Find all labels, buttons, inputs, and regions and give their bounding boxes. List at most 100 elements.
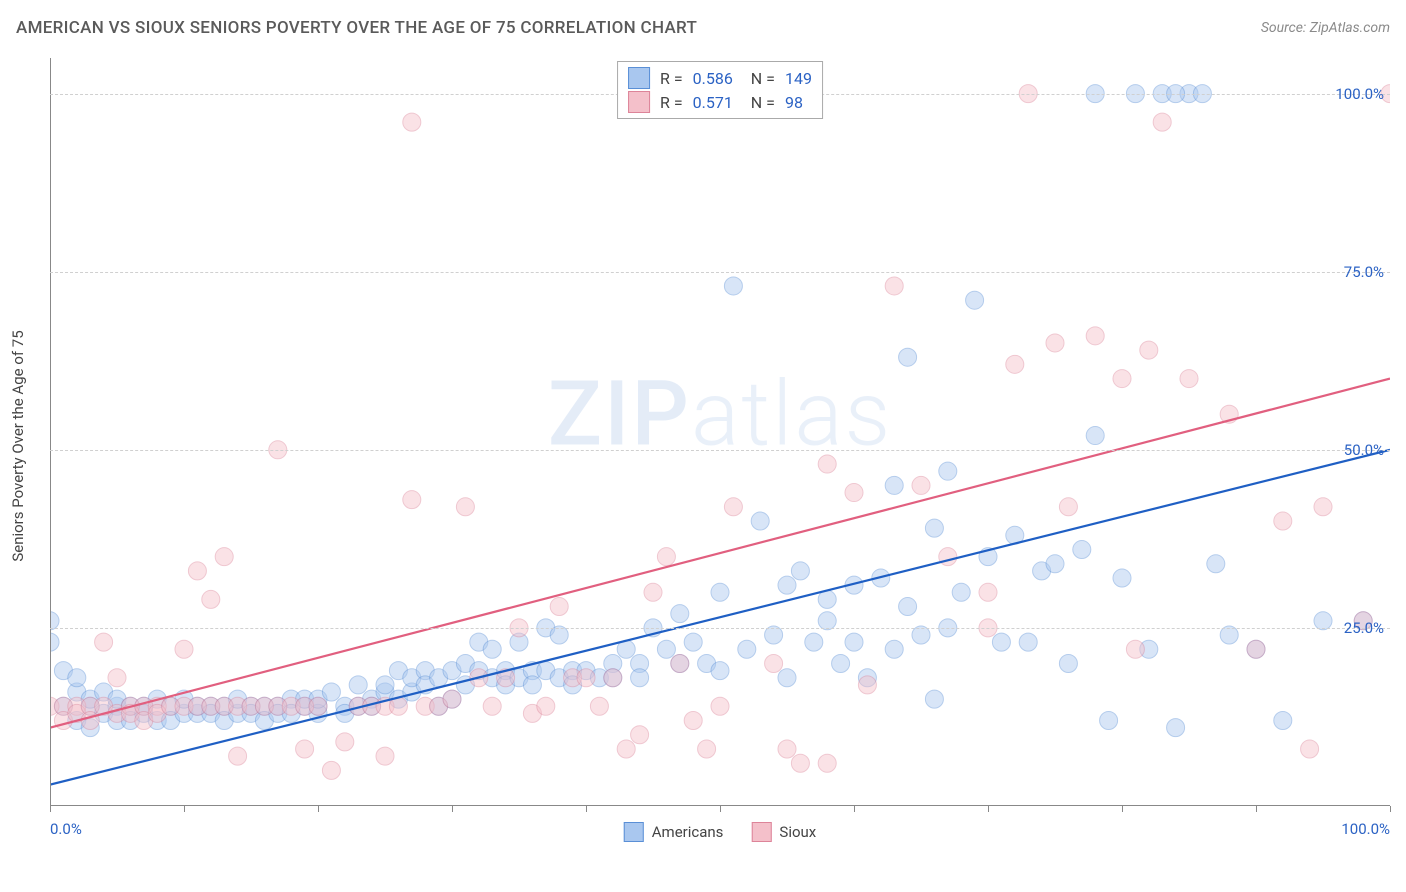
data-point: [215, 548, 233, 566]
data-point: [1126, 640, 1144, 658]
data-point: [1086, 327, 1104, 345]
data-point: [1006, 355, 1024, 373]
data-point: [1046, 555, 1064, 573]
data-point: [1314, 498, 1332, 516]
legend-swatch-sioux: [751, 822, 771, 842]
data-point: [322, 683, 340, 701]
correlation-stats-box: R = 0.586 N = 149 R = 0.571 N = 98: [617, 61, 823, 119]
data-point: [1140, 341, 1158, 359]
data-point: [966, 291, 984, 309]
data-point: [631, 726, 649, 744]
data-point: [483, 697, 501, 715]
data-point: [577, 669, 595, 687]
data-point: [791, 562, 809, 580]
data-point: [671, 605, 689, 623]
y-axis-label: Seniors Poverty Over the Age of 75: [9, 330, 27, 561]
legend: Americans Sioux: [624, 822, 817, 842]
data-point: [443, 690, 461, 708]
data-point: [483, 640, 501, 658]
data-point: [296, 740, 314, 758]
data-point: [765, 655, 783, 673]
data-point: [1059, 655, 1077, 673]
data-point: [95, 633, 113, 651]
data-point: [1113, 569, 1131, 587]
data-point: [885, 476, 903, 494]
n-value-americans: 149: [785, 69, 812, 88]
data-point: [1274, 512, 1292, 530]
data-point: [229, 747, 247, 765]
legend-swatch-americans: [624, 822, 644, 842]
data-point: [885, 640, 903, 658]
data-point: [818, 754, 836, 772]
title-bar: AMERICAN VS SIOUX SENIORS POVERTY OVER T…: [16, 18, 1390, 38]
n-value-sioux: 98: [785, 93, 803, 112]
data-point: [202, 590, 220, 608]
data-point: [523, 676, 541, 694]
data-point: [68, 669, 86, 687]
data-point: [939, 462, 957, 480]
data-point: [1274, 712, 1292, 730]
data-point: [845, 484, 863, 502]
data-point: [671, 655, 689, 673]
data-point: [832, 655, 850, 673]
y-tick-label: 75.0%: [1344, 263, 1384, 281]
data-point: [657, 548, 675, 566]
data-point: [336, 733, 354, 751]
data-point: [108, 669, 126, 687]
x-tick-label: 0.0%: [50, 820, 82, 838]
data-point: [322, 761, 340, 779]
data-point: [845, 633, 863, 651]
data-point: [50, 633, 59, 651]
legend-label-sioux: Sioux: [779, 823, 816, 841]
y-tick-label: 50.0%: [1344, 441, 1384, 459]
data-point: [698, 740, 716, 758]
data-point: [925, 690, 943, 708]
data-point: [899, 598, 917, 616]
y-axis-line: [50, 58, 51, 806]
data-point: [604, 669, 622, 687]
data-point: [992, 633, 1010, 651]
data-point: [537, 697, 555, 715]
data-point: [1247, 640, 1265, 658]
data-point: [657, 640, 675, 658]
data-point: [684, 633, 702, 651]
data-point: [403, 491, 421, 509]
data-point: [590, 697, 608, 715]
data-point: [175, 640, 193, 658]
data-point: [1046, 334, 1064, 352]
stats-swatch-sioux: [628, 91, 650, 113]
data-point: [188, 562, 206, 580]
data-point: [1153, 113, 1171, 131]
plot-area: ZIPatlas 25.0%50.0%75.0%100.0% 0.0%100.0…: [50, 58, 1390, 848]
data-point: [979, 583, 997, 601]
data-point: [1180, 370, 1198, 388]
data-point: [791, 754, 809, 772]
data-point: [885, 277, 903, 295]
data-point: [631, 669, 649, 687]
data-point: [1059, 498, 1077, 516]
data-point: [912, 476, 930, 494]
data-point: [818, 455, 836, 473]
y-tick-label: 25.0%: [1344, 619, 1384, 637]
data-point: [684, 712, 702, 730]
data-point: [376, 747, 394, 765]
legend-label-americans: Americans: [652, 823, 724, 841]
stats-row-sioux: R = 0.571 N = 98: [628, 90, 812, 114]
y-tick-label: 100.0%: [1335, 85, 1384, 103]
scatter-plot: [50, 58, 1390, 848]
data-point: [349, 676, 367, 694]
data-point: [805, 633, 823, 651]
data-point: [778, 576, 796, 594]
data-point: [644, 583, 662, 601]
data-point: [738, 640, 756, 658]
data-point: [81, 712, 99, 730]
data-point: [1207, 555, 1225, 573]
data-point: [858, 676, 876, 694]
legend-item-americans: Americans: [624, 822, 724, 842]
stats-row-americans: R = 0.586 N = 149: [628, 66, 812, 90]
r-value-americans: 0.586: [693, 69, 733, 88]
legend-item-sioux: Sioux: [751, 822, 816, 842]
data-point: [751, 512, 769, 530]
data-point: [724, 277, 742, 295]
data-point: [899, 348, 917, 366]
